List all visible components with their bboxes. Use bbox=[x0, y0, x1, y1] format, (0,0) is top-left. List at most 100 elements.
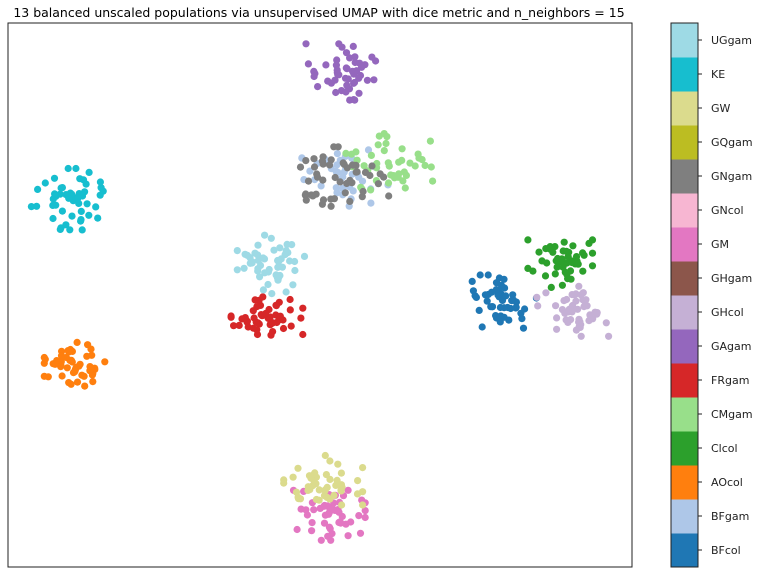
point-GNgam bbox=[346, 197, 354, 205]
colorbar-swatch-UGgam bbox=[671, 23, 698, 58]
point-FRgam bbox=[299, 330, 307, 339]
colorbar-label: UGgam bbox=[711, 34, 752, 47]
point-CMgam bbox=[429, 177, 437, 185]
cluster-GHcol bbox=[533, 282, 613, 340]
colorbar-label: GHcol bbox=[711, 306, 744, 319]
chart-title: 13 balanced unscaled populations via uns… bbox=[13, 5, 624, 20]
point-AOcol bbox=[67, 356, 75, 364]
point-GM bbox=[324, 532, 332, 540]
point-CMgam bbox=[360, 162, 368, 170]
point-FRgam bbox=[279, 324, 288, 333]
point-FRgam bbox=[276, 312, 284, 320]
point-Clcol bbox=[554, 254, 562, 263]
point-BFgam bbox=[317, 182, 325, 190]
point-BFcol bbox=[502, 292, 510, 300]
point-BFcol bbox=[469, 287, 477, 295]
point-Clcol bbox=[559, 247, 567, 255]
point-AOcol bbox=[73, 338, 81, 346]
point-CMgam bbox=[374, 141, 382, 149]
point-FRgam bbox=[252, 318, 260, 326]
point-KE bbox=[85, 168, 93, 176]
point-KE bbox=[34, 185, 42, 193]
point-KE bbox=[56, 225, 64, 233]
point-GW bbox=[322, 471, 330, 479]
point-FRgam bbox=[286, 295, 294, 304]
point-GHcol bbox=[562, 316, 570, 324]
point-KE bbox=[74, 194, 82, 202]
point-KE bbox=[92, 203, 100, 211]
colorbar-swatch-GHgam bbox=[671, 261, 698, 296]
point-GAgam bbox=[368, 53, 376, 61]
point-AOcol bbox=[63, 364, 71, 372]
point-AOcol bbox=[65, 348, 73, 356]
point-KE bbox=[51, 190, 59, 198]
point-GAgam bbox=[363, 76, 371, 84]
point-GNgam bbox=[319, 176, 327, 184]
point-GW bbox=[332, 481, 340, 489]
point-Clcol bbox=[568, 258, 576, 267]
point-UGgam bbox=[256, 273, 264, 281]
point-GM bbox=[335, 508, 343, 516]
colorbar-swatch-GNgam bbox=[671, 159, 698, 194]
point-BFcol bbox=[512, 304, 520, 312]
point-AOcol bbox=[58, 372, 66, 380]
point-GW bbox=[292, 488, 301, 496]
point-CMgam bbox=[395, 158, 403, 166]
point-CMgam bbox=[367, 151, 375, 159]
point-UGgam bbox=[275, 258, 283, 266]
point-Clcol bbox=[559, 263, 567, 271]
colorbar-swatch-KE bbox=[671, 57, 698, 92]
point-UGgam bbox=[300, 252, 309, 260]
point-AOcol bbox=[76, 360, 84, 368]
point-GNgam bbox=[310, 163, 319, 171]
point-FRgam bbox=[269, 319, 277, 327]
point-GHcol bbox=[563, 295, 571, 304]
point-GNgam bbox=[310, 155, 318, 163]
point-KE bbox=[96, 191, 104, 199]
point-KE bbox=[81, 188, 89, 196]
point-Clcol bbox=[572, 253, 581, 261]
point-BFcol bbox=[509, 291, 517, 299]
point-CMgam bbox=[411, 162, 419, 170]
cluster-UGgam bbox=[233, 231, 309, 298]
point-KE bbox=[85, 211, 93, 219]
point-UGgam bbox=[267, 234, 275, 242]
point-GAgam bbox=[332, 88, 340, 97]
point-Clcol bbox=[529, 267, 537, 275]
point-GHcol bbox=[552, 302, 560, 310]
point-UGgam bbox=[254, 241, 262, 249]
point-GNgam bbox=[304, 177, 313, 185]
colorbar-swatch-BFcol bbox=[671, 533, 698, 568]
point-GW bbox=[338, 501, 346, 509]
point-Clcol bbox=[585, 239, 593, 247]
point-GNgam bbox=[366, 171, 374, 180]
point-UGgam bbox=[261, 231, 269, 239]
point-GNgam bbox=[319, 196, 328, 204]
point-GNgam bbox=[368, 162, 376, 170]
point-AOcol bbox=[89, 378, 97, 386]
colorbar-swatch-GQgam bbox=[671, 125, 698, 160]
point-UGgam bbox=[259, 286, 267, 294]
point-KE bbox=[78, 226, 86, 234]
point-UGgam bbox=[240, 264, 248, 272]
point-UGgam bbox=[289, 281, 297, 289]
point-Clcol bbox=[564, 275, 572, 283]
point-GNgam bbox=[302, 157, 310, 165]
point-GHcol bbox=[534, 302, 542, 310]
point-GHcol bbox=[564, 308, 572, 316]
point-Clcol bbox=[558, 281, 567, 289]
point-BFgam bbox=[367, 199, 375, 207]
point-GM bbox=[328, 505, 337, 513]
point-GAgam bbox=[333, 56, 341, 64]
cluster-GM bbox=[289, 486, 369, 544]
point-AOcol bbox=[81, 382, 89, 390]
point-GM bbox=[310, 506, 318, 514]
colorbar-label: GAgam bbox=[711, 340, 752, 353]
colorbar-label: CMgam bbox=[711, 408, 753, 421]
point-GW bbox=[280, 479, 288, 487]
point-FRgam bbox=[253, 326, 261, 334]
point-FRgam bbox=[267, 331, 275, 339]
point-KE bbox=[56, 190, 64, 198]
point-FRgam bbox=[259, 293, 267, 301]
point-GHcol bbox=[580, 303, 588, 311]
